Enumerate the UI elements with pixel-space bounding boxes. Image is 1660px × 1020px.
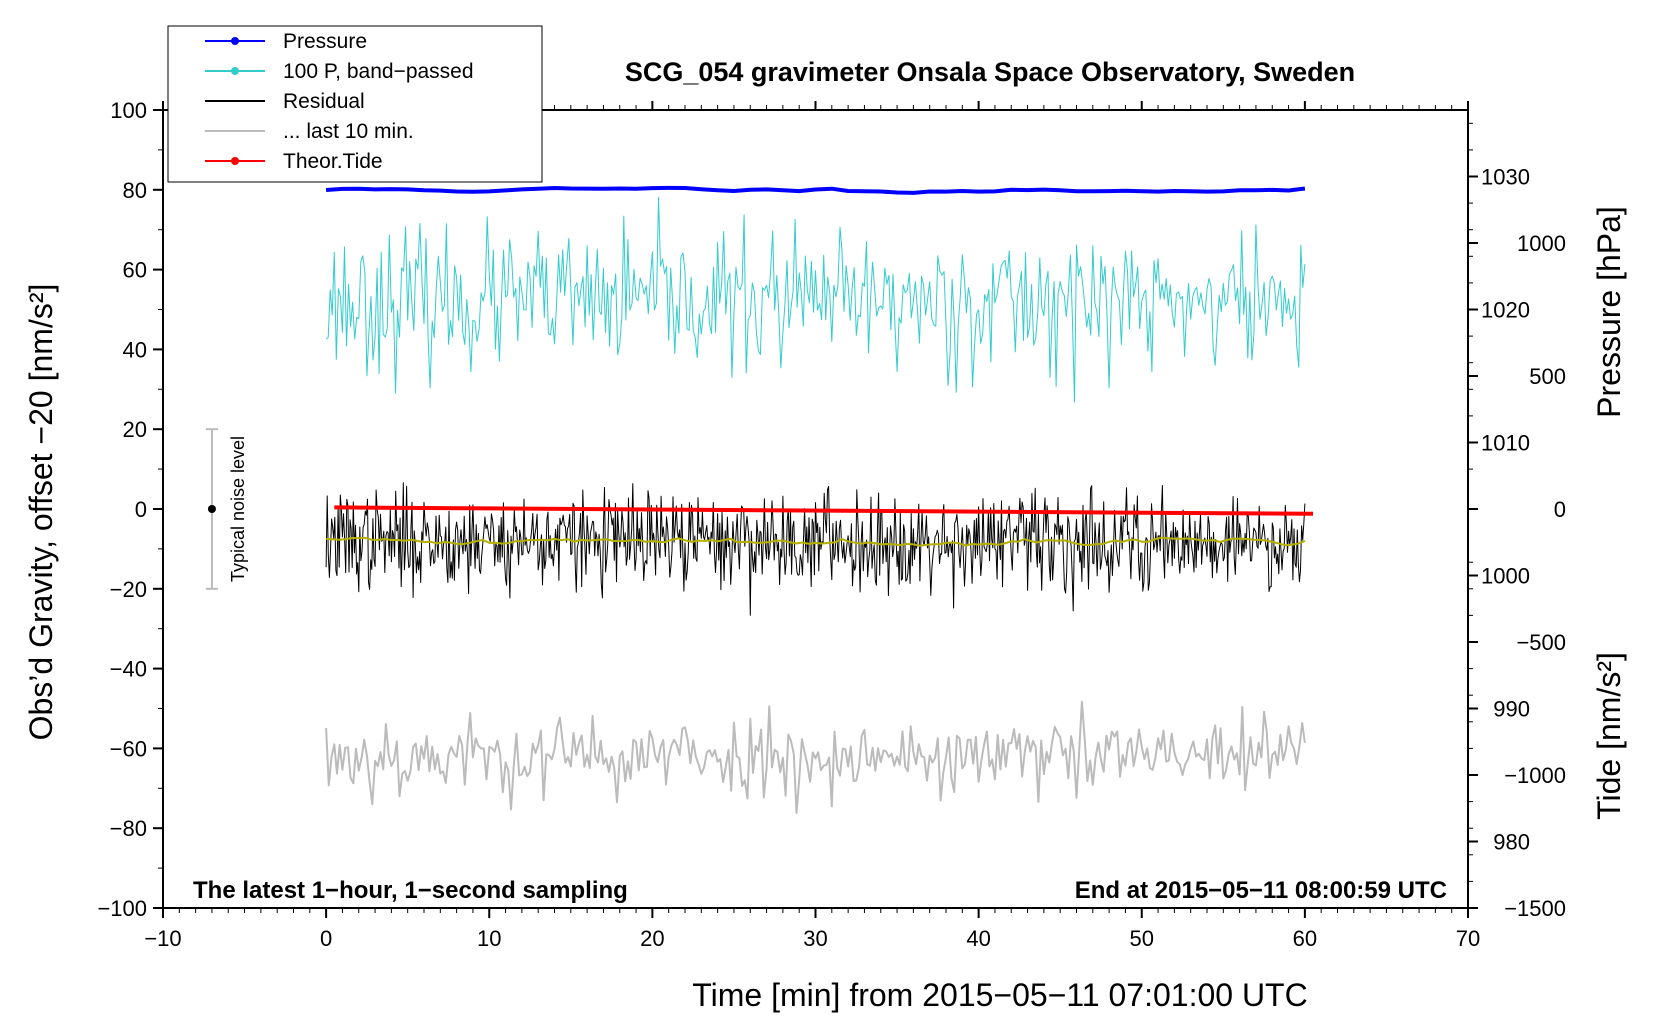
x-tick-label: 60	[1293, 926, 1317, 951]
series-tide-line	[334, 505, 1314, 516]
series-residual-smoothed-line	[326, 536, 1306, 547]
x-tick-label: 10	[477, 926, 501, 951]
noise-bar: Typical noise level	[205, 428, 248, 590]
x-tick-label: 70	[1456, 926, 1480, 951]
pressure-axis-title: Pressure [hPa]	[1591, 206, 1627, 418]
legend-label: Pressure	[283, 30, 367, 53]
tide-tick-label: 1000	[1517, 231, 1566, 256]
legend-marker	[231, 37, 239, 45]
tide-tick-label: −1500	[1504, 896, 1566, 921]
axis-ticks: −10 0 10 20 30 40 50 60 70−100−80−60−40−20020406…	[97, 98, 1566, 951]
series-pressure-line	[325, 185, 1306, 195]
pressure-tick-label: 1030	[1481, 165, 1530, 190]
legend-label: 100 P, band−passed	[283, 60, 474, 83]
legend-marker	[231, 157, 239, 165]
y-tick-label: −100	[97, 896, 147, 921]
y-tick-label: −20	[110, 577, 147, 602]
y-tick-label: 60	[123, 258, 147, 283]
series-last10-line	[325, 700, 1306, 814]
series-layer	[325, 185, 1314, 814]
pressure-tick-label: 980	[1493, 830, 1530, 855]
legend-box	[167, 25, 543, 183]
y-tick-label: 80	[123, 178, 147, 203]
tide-tick-label: 0	[1554, 497, 1566, 522]
legend-label: Residual	[283, 90, 365, 113]
legend: Pressure 100 P, band−passed Residual ... la…	[167, 25, 543, 183]
annotation-end-time: End at 2015−05−11 08:00:59 UTC	[1075, 877, 1447, 904]
y-tick-label: −40	[110, 657, 147, 682]
y-tick-label: 40	[123, 337, 147, 362]
tide-axis-title: Tide [nm/s²]	[1591, 652, 1627, 820]
pressure-tick-label: 1000	[1481, 564, 1530, 589]
noise-label: Typical noise level	[228, 436, 248, 582]
x-axis-title: Time [min] from 2015−05−11 07:01:00 UTC	[692, 977, 1307, 1013]
chart-title: SCG_054 gravimeter Onsala Space Observat…	[625, 57, 1355, 87]
tide-tick-label: 500	[1529, 364, 1566, 389]
y-axis-title: Obs’d Gravity, offset −20 [nm/s²]	[23, 284, 59, 741]
tide-tick-label: −1000	[1504, 763, 1566, 788]
x-tick-label: 0	[320, 926, 332, 951]
pressure-tick-label: 1010	[1481, 431, 1530, 456]
legend-label: Theor.Tide	[283, 150, 383, 173]
x-tick-label: 30	[803, 926, 827, 951]
x-tick-label: −10	[144, 926, 181, 951]
x-tick-label: 50	[1130, 926, 1154, 951]
noise-bar-center	[207, 505, 216, 513]
x-tick-label: 40	[966, 926, 990, 951]
pressure-tick-label: 1020	[1481, 298, 1530, 323]
y-tick-label: 100	[110, 98, 147, 123]
annotation-sampling: The latest 1−hour, 1−second sampling	[193, 877, 628, 904]
y-tick-label: 20	[123, 417, 147, 442]
y-tick-label: −60	[110, 736, 147, 761]
x-tick-label: 20	[640, 926, 664, 951]
y-tick-label: 0	[135, 497, 147, 522]
pressure-tick-label: 990	[1493, 697, 1530, 722]
legend-label: ... last 10 min.	[283, 120, 414, 143]
tide-tick-label: −500	[1516, 630, 1566, 655]
series-residual-line	[325, 482, 1306, 616]
y-tick-label: −80	[110, 816, 147, 841]
legend-marker	[231, 67, 239, 75]
series-bandpassed-line	[325, 196, 1306, 403]
